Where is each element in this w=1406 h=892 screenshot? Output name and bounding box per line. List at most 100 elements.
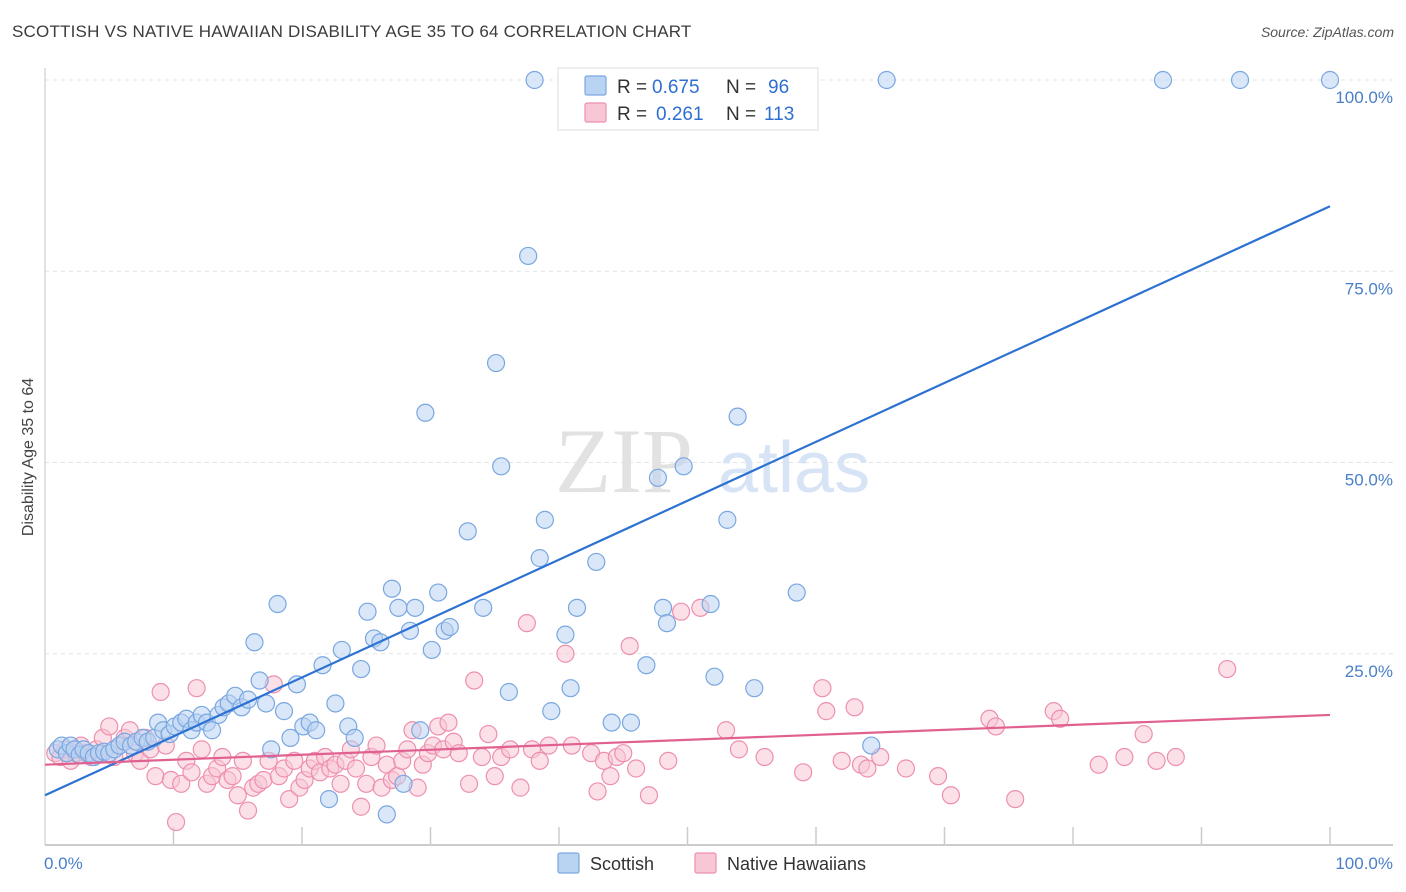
native-hawaiian-point: [858, 759, 877, 778]
scottish-point: [567, 598, 587, 617]
native-hawaiian-point: [986, 717, 1006, 736]
native-hawaiian-point: [626, 759, 646, 778]
scottish-point: [648, 468, 668, 487]
native-hawaiian-point: [817, 702, 836, 721]
x-tick-label-max: 100.0%: [1335, 854, 1393, 873]
native-hawaiian-point: [485, 767, 504, 786]
native-hawaiian-point: [530, 751, 549, 770]
native-hawaiian-point: [449, 744, 468, 763]
scottish-point: [486, 353, 506, 373]
scottish-point: [745, 679, 764, 698]
scottish-point: [637, 656, 656, 675]
scottish-point: [405, 598, 425, 617]
scottish-point: [1320, 70, 1340, 90]
native-hawaiian-point: [729, 740, 749, 759]
scottish-point: [377, 805, 396, 824]
native-hawaiian-point: [465, 671, 484, 690]
scottish-point: [202, 721, 222, 740]
native-hawaiian-point: [228, 786, 247, 805]
native-hawaiian-point: [794, 763, 813, 782]
native-hawaiian-point: [1006, 789, 1025, 809]
scottish-point: [877, 70, 896, 90]
scottish-point: [657, 614, 677, 633]
native-hawaiian-point: [588, 782, 607, 801]
native-hawaiian-point: [896, 759, 916, 778]
legend-n-label-scottish: N =: [726, 77, 756, 98]
bottom-legend-swatch-scottish[interactable]: [557, 852, 580, 874]
scottish-point: [530, 549, 549, 568]
scottish-point: [1230, 70, 1250, 90]
scottish-point: [674, 457, 693, 476]
bottom-legend-label-scottish[interactable]: Scottish: [590, 854, 654, 874]
scottish-point: [287, 675, 306, 694]
bottom-legend: Scottish Native Hawaiians: [557, 852, 866, 874]
native-hawaiian-point: [1166, 747, 1185, 767]
native-hawaiian-point: [671, 602, 691, 621]
chart-title: SCOTTISH VS NATIVE HAWAIIAN DISABILITY A…: [12, 22, 692, 41]
trend-line-scottish: [44, 205, 1331, 797]
scottish-point: [352, 659, 371, 679]
legend-n-label-native-hawaiians: N =: [726, 104, 756, 125]
native-hawaiian-point: [1115, 747, 1134, 767]
bottom-legend-swatch-native-hawaiians[interactable]: [694, 852, 717, 874]
native-hawaiian-point: [716, 721, 736, 740]
native-hawaiian-point: [223, 767, 242, 786]
legend: R = 0.675 N = 96 R = 0.261 N = 113: [557, 67, 819, 131]
y-tick-label: 50.0%: [1345, 471, 1393, 490]
scottish-point: [701, 594, 720, 614]
y-tick-label: 75.0%: [1345, 279, 1393, 298]
scottish-point: [358, 602, 377, 621]
scottish-point: [653, 598, 673, 617]
watermark-atlas: atlas: [718, 428, 870, 508]
scottish-point: [411, 721, 430, 740]
native-hawaiian-point: [813, 679, 832, 698]
native-hawaiian-point: [501, 740, 520, 759]
native-hawaiian-point: [146, 767, 165, 786]
scottish-point: [458, 522, 477, 541]
native-hawaiian-point: [192, 740, 211, 759]
y-tick-label: 100.0%: [1335, 88, 1393, 107]
native-hawaiian-point: [472, 747, 491, 767]
native-hawaiian-point: [151, 682, 170, 702]
native-hawaiian-point: [511, 778, 530, 797]
x-tick-label-min: 0.0%: [44, 854, 83, 873]
native-hawaiian-point: [941, 786, 961, 805]
scottish-point: [250, 671, 269, 690]
scottish-point: [307, 721, 326, 740]
native-hawaiian-point: [352, 797, 371, 816]
native-hawaiian-point: [331, 774, 350, 793]
series-scottish: [48, 70, 1340, 824]
legend-r-label-scottish: R =: [617, 77, 647, 98]
scottish-point: [281, 728, 300, 748]
legend-swatch-native-hawaiians: [584, 102, 607, 123]
scottish-point: [542, 702, 561, 721]
native-hawaiian-point: [845, 698, 864, 717]
scottish-point: [262, 740, 281, 759]
scottish-point: [422, 640, 441, 660]
legend-n-value-native-hawaiians: 113: [764, 104, 794, 125]
native-hawaiian-point: [659, 751, 678, 770]
scottish-point: [525, 70, 544, 90]
scottish-point: [382, 579, 402, 598]
native-hawaiian-point: [357, 774, 376, 793]
scottish-point: [561, 679, 580, 698]
watermark: ZIP atlas: [555, 410, 870, 512]
trend-line-native-hawaiians: [44, 713, 1331, 766]
legend-swatch-scottish: [584, 75, 607, 96]
native-hawaiian-point: [755, 747, 774, 767]
native-hawaiian-point: [367, 736, 386, 755]
scottish-point: [492, 457, 511, 476]
axes: [44, 68, 1393, 846]
native-hawaiian-point: [439, 713, 458, 732]
legend-r-value-scottish: 0.675: [652, 77, 700, 98]
native-hawaiian-point: [182, 763, 201, 782]
legend-n-value-scottish: 96: [768, 77, 789, 98]
native-hawaiian-point: [285, 751, 304, 770]
scottish-point: [587, 552, 606, 572]
scottish-point: [728, 407, 747, 426]
bottom-legend-label-native-hawaiians[interactable]: Native Hawaiians: [727, 854, 866, 874]
native-hawaiian-point: [346, 759, 366, 778]
scottish-point: [345, 728, 364, 748]
scottish-point: [389, 598, 408, 617]
